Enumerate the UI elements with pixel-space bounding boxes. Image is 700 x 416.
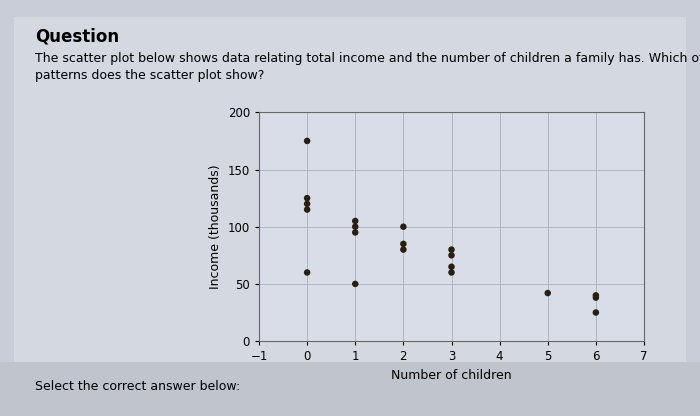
Point xyxy=(398,223,409,230)
Point xyxy=(302,195,313,201)
Point xyxy=(398,246,409,253)
Point xyxy=(349,280,361,287)
Point xyxy=(590,292,601,299)
Point xyxy=(349,229,361,236)
Point xyxy=(302,201,313,207)
Text: Select the correct answer below:: Select the correct answer below: xyxy=(35,380,240,394)
Point xyxy=(446,246,457,253)
Point xyxy=(446,263,457,270)
Point xyxy=(349,223,361,230)
Point xyxy=(446,269,457,276)
Point xyxy=(590,295,601,301)
Point xyxy=(349,218,361,224)
Y-axis label: Income (thousands): Income (thousands) xyxy=(209,164,222,289)
Point xyxy=(302,269,313,276)
Point xyxy=(398,240,409,247)
Point xyxy=(542,290,553,296)
Point xyxy=(302,206,313,213)
Text: Question: Question xyxy=(35,27,119,45)
Text: The scatter plot below shows data relating total income and the number of childr: The scatter plot below shows data relati… xyxy=(35,52,700,82)
Point xyxy=(590,309,601,316)
Point xyxy=(446,252,457,259)
Point xyxy=(302,138,313,144)
X-axis label: Number of children: Number of children xyxy=(391,369,512,382)
